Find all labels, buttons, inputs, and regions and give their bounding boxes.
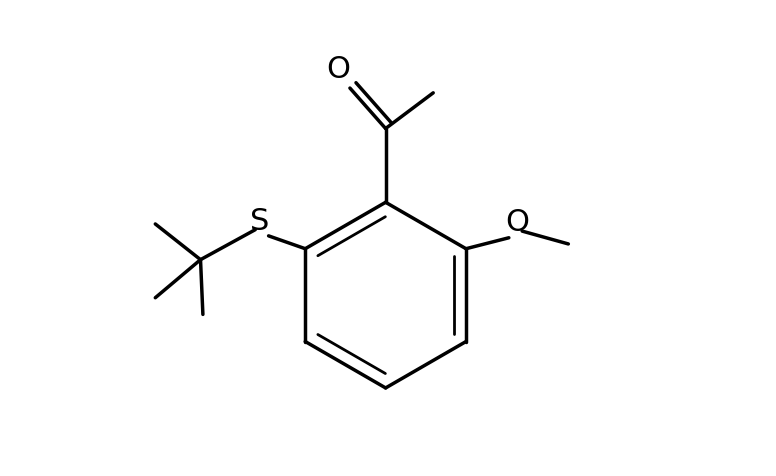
Text: S: S [251,207,270,236]
Text: O: O [505,208,529,237]
Text: O: O [326,56,350,84]
